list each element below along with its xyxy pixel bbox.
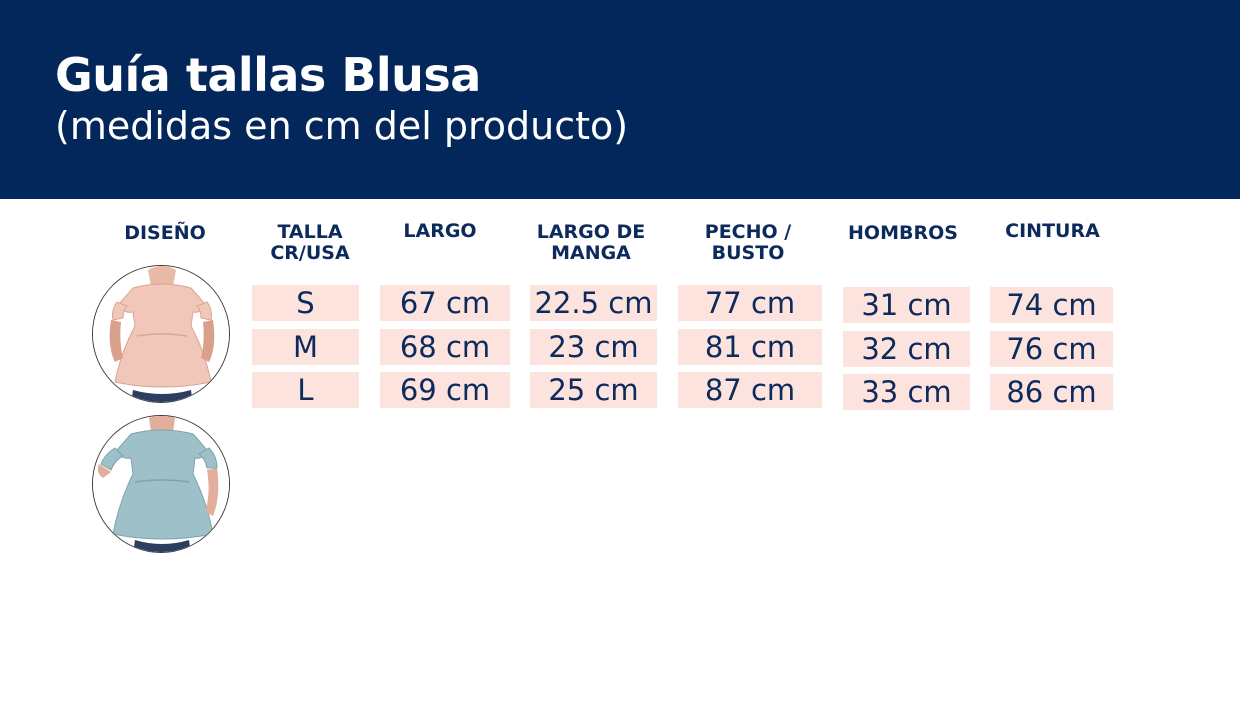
column-header-waist: CINTURA: [1005, 220, 1100, 242]
jeans-shape: [133, 540, 191, 552]
jeans-shape: [131, 390, 193, 402]
table-cell-waist: 86 cm: [990, 374, 1113, 410]
table-cell-size: L: [252, 372, 359, 408]
table-cell-size: M: [252, 329, 359, 365]
table-cell-shoulders: 32 cm: [843, 331, 970, 367]
column-header-sleeve: LARGO DE MANGA: [536, 221, 646, 264]
table-cell-shoulders: 33 cm: [843, 374, 970, 410]
table-cell-size: S: [252, 285, 359, 321]
blue-blouse-illustration: [93, 416, 229, 552]
design-photo-blue-blouse: [92, 415, 230, 553]
page-subtitle: (medidas en cm del producto): [55, 104, 629, 148]
column-header-design: DISEÑO: [124, 222, 206, 244]
neck-shape: [148, 266, 176, 289]
table-cell-shoulders: 31 cm: [843, 287, 970, 323]
column-header-size: TALLA CR/USA: [270, 221, 350, 264]
column-header-length: LARGO: [403, 220, 477, 242]
pink-blouse-illustration: [93, 266, 229, 402]
column-header-chest: PECHO / BUSTO: [704, 221, 792, 264]
table-cell-waist: 74 cm: [990, 287, 1113, 323]
table-cell-length: 69 cm: [380, 372, 510, 408]
table-cell-length: 68 cm: [380, 329, 510, 365]
page-title: Guía tallas Blusa: [55, 48, 481, 102]
table-cell-length: 67 cm: [380, 285, 510, 321]
table-cell-sleeve: 25 cm: [530, 372, 657, 408]
table-cell-chest: 77 cm: [678, 285, 822, 321]
table-cell-sleeve: 23 cm: [530, 329, 657, 365]
table-cell-chest: 87 cm: [678, 372, 822, 408]
column-header-shoulders: HOMBROS: [848, 222, 958, 244]
table-cell-waist: 76 cm: [990, 331, 1113, 367]
header-banner: Guía tallas Blusa (medidas en cm del pro…: [0, 0, 1240, 199]
blue-blouse-shape: [112, 429, 214, 540]
table-cell-chest: 81 cm: [678, 329, 822, 365]
table-cell-sleeve: 22.5 cm: [530, 285, 657, 321]
design-photo-pink-blouse: [92, 265, 230, 403]
